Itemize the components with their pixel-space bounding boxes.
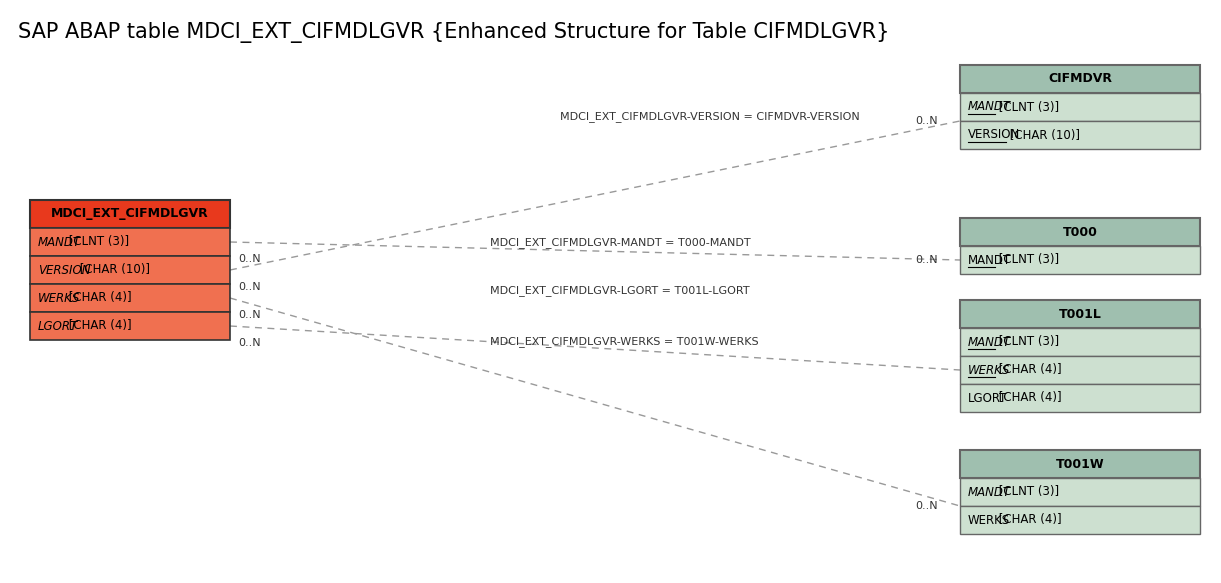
Text: LGORT: LGORT bbox=[38, 319, 78, 332]
Text: [CHAR (4)]: [CHAR (4)] bbox=[995, 514, 1062, 526]
Text: T000: T000 bbox=[1062, 226, 1098, 238]
Text: [CHAR (10)]: [CHAR (10)] bbox=[77, 264, 150, 276]
Text: WERKS: WERKS bbox=[968, 514, 1010, 526]
Bar bbox=[960, 328, 1200, 356]
Text: MANDT: MANDT bbox=[968, 335, 1011, 349]
Text: MDCI_EXT_CIFMDLGVR-MANDT = T000-MANDT: MDCI_EXT_CIFMDLGVR-MANDT = T000-MANDT bbox=[490, 237, 751, 248]
Text: [CLNT (3)]: [CLNT (3)] bbox=[995, 335, 1060, 349]
Bar bbox=[960, 93, 1200, 121]
Text: T001L: T001L bbox=[1059, 307, 1101, 321]
Bar bbox=[960, 478, 1200, 506]
Bar bbox=[960, 356, 1200, 384]
Text: CIFMDVR: CIFMDVR bbox=[1048, 72, 1112, 86]
Text: MDCI_EXT_CIFMDLGVR: MDCI_EXT_CIFMDLGVR bbox=[51, 208, 209, 220]
Text: [CLNT (3)]: [CLNT (3)] bbox=[995, 486, 1060, 498]
Bar bbox=[31, 312, 230, 340]
Text: WERKS: WERKS bbox=[38, 292, 81, 304]
Bar bbox=[960, 218, 1200, 246]
Text: [CLNT (3)]: [CLNT (3)] bbox=[995, 254, 1060, 266]
Text: 0..N: 0..N bbox=[238, 254, 260, 264]
Text: 0..N: 0..N bbox=[915, 116, 938, 126]
Bar bbox=[31, 256, 230, 284]
Bar bbox=[960, 506, 1200, 534]
Text: [CHAR (4)]: [CHAR (4)] bbox=[66, 319, 132, 332]
Text: WERKS: WERKS bbox=[968, 363, 1010, 377]
Text: MANDT: MANDT bbox=[968, 254, 1011, 266]
Text: SAP ABAP table MDCI_EXT_CIFMDLGVR {Enhanced Structure for Table CIFMDLGVR}: SAP ABAP table MDCI_EXT_CIFMDLGVR {Enhan… bbox=[18, 22, 889, 43]
Text: 0..N: 0..N bbox=[915, 501, 938, 511]
Bar bbox=[31, 228, 230, 256]
Bar bbox=[960, 450, 1200, 478]
Text: [CHAR (10)]: [CHAR (10)] bbox=[1006, 128, 1081, 142]
Text: MDCI_EXT_CIFMDLGVR-LGORT = T001L-LGORT: MDCI_EXT_CIFMDLGVR-LGORT = T001L-LGORT bbox=[490, 285, 750, 296]
Bar bbox=[960, 246, 1200, 274]
Text: [CHAR (4)]: [CHAR (4)] bbox=[995, 392, 1062, 405]
Bar bbox=[960, 300, 1200, 328]
Text: 0..N: 0..N bbox=[915, 255, 938, 265]
Bar bbox=[960, 384, 1200, 412]
Bar bbox=[960, 65, 1200, 93]
Text: T001W: T001W bbox=[1056, 458, 1104, 470]
Text: [CLNT (3)]: [CLNT (3)] bbox=[66, 236, 129, 248]
Text: [CLNT (3)]: [CLNT (3)] bbox=[995, 100, 1060, 114]
Bar bbox=[31, 284, 230, 312]
Text: [CHAR (4)]: [CHAR (4)] bbox=[66, 292, 132, 304]
Text: 0..N: 0..N bbox=[238, 310, 260, 320]
Text: MDCI_EXT_CIFMDLGVR-VERSION = CIFMDVR-VERSION: MDCI_EXT_CIFMDLGVR-VERSION = CIFMDVR-VER… bbox=[560, 111, 860, 122]
Text: MDCI_EXT_CIFMDLGVR-WERKS = T001W-WERKS: MDCI_EXT_CIFMDLGVR-WERKS = T001W-WERKS bbox=[490, 336, 758, 347]
Text: [CHAR (4)]: [CHAR (4)] bbox=[995, 363, 1062, 377]
Bar bbox=[960, 121, 1200, 149]
Text: LGORT: LGORT bbox=[968, 392, 1007, 405]
Text: MANDT: MANDT bbox=[968, 486, 1011, 498]
Text: VERSION: VERSION bbox=[38, 264, 90, 276]
Text: VERSION: VERSION bbox=[968, 128, 1021, 142]
Text: MANDT: MANDT bbox=[968, 100, 1011, 114]
Text: 0..N: 0..N bbox=[238, 338, 260, 348]
Bar bbox=[31, 200, 230, 228]
Text: 0..N: 0..N bbox=[238, 282, 260, 292]
Text: MANDT: MANDT bbox=[38, 236, 81, 248]
